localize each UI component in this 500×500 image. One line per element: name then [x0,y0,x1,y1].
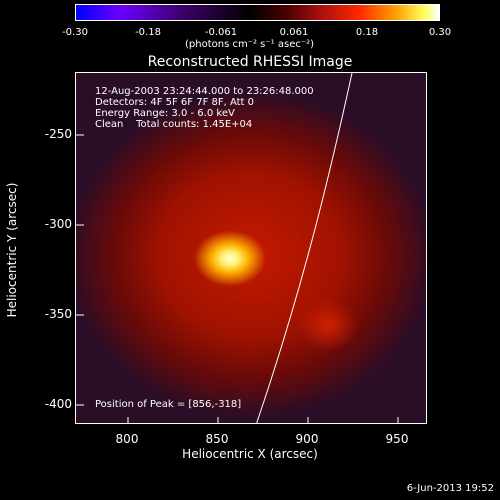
solar-image-panel: 12-Aug-2003 23:24:44.000 to 23:26:48.000… [75,72,427,424]
rhessi-image [76,73,426,423]
y-tick-label: -250 [44,127,72,141]
info-detectors: Detectors: 4F 5F 6F 7F 8F, Att 0 [95,97,255,108]
render-timestamp: 6-Jun-2013 19:52 [406,483,494,494]
solar-limb-line [256,73,353,423]
y-tick-label: -400 [44,397,72,411]
colorbar-tick: 0.30 [428,27,452,38]
plot-overlay [76,73,399,423]
info-peak: Position of Peak = [856,-318] [95,399,242,410]
info-time-range: 12-Aug-2003 23:24:44.000 to 23:26:48.000 [95,86,314,97]
image-title: Reconstructed RHESSI Image [147,54,353,70]
info-energy: Energy Range: 3.0 - 6.0 keV [95,108,235,119]
x-tick-label: 950 [385,432,409,446]
colorbar-tick: -0.061 [204,27,238,38]
colorbar-units: (photons cm⁻² s⁻¹ asec⁻²) [185,39,315,50]
y-axis-label: Heliocentric Y (arcsec) [5,182,19,318]
y-tick-label: -300 [44,217,72,231]
x-tick-label: 800 [115,432,139,446]
x-tick-label: 850 [205,432,229,446]
x-tick-label: 900 [295,432,319,446]
colorbar-tick: -0.30 [62,27,88,38]
y-tick-label: -350 [44,307,72,321]
colorbar [75,4,440,21]
colorbar-tick: 0.061 [279,27,309,38]
colorbar-tick: 0.18 [355,27,379,38]
info-clean: Clean Total counts: 1.45E+04 [95,119,253,130]
colorbar-tick: -0.18 [135,27,161,38]
x-axis-label: Heliocentric X (arcsec) [182,447,318,461]
